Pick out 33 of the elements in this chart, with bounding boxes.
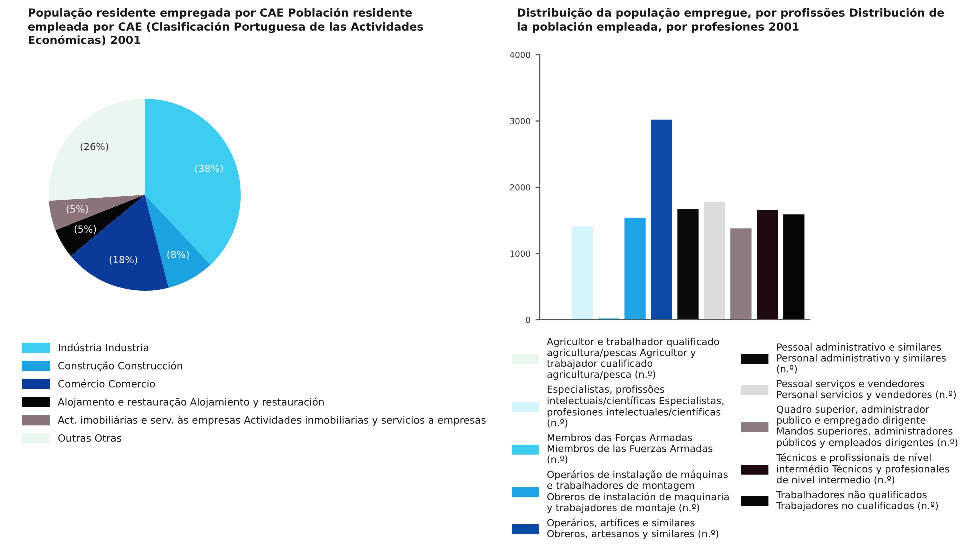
pie-slice: [145, 195, 211, 288]
legend-label: Indústria Industria: [58, 344, 149, 352]
pie-slice: [49, 99, 145, 202]
chart-title: Distribuição da população empregue, por profissões Distribución de la población empleada, por profesiones 2001: [518, 8, 944, 34]
legend-label: Operários, artífices e similares Obreros, artesanos y similares (n.º): [548, 518, 719, 540]
data-label: (5%): [66, 205, 88, 214]
y-tick-label: 3000: [510, 118, 530, 125]
data-label: (38%): [196, 164, 224, 174]
y-tick-label: 1000: [510, 250, 530, 258]
legend-label: Pessoal administrativo e similares Personal administrativo y similares (n.º): [777, 343, 946, 374]
legend-label: Pessoal serviços e vendedores Personal servicios y vendedores (n.º): [777, 380, 956, 400]
legend-label: Quadro superior, administrador publico e empregado dirigente Mandos superiores, administradores públicos y empleados dirigentes (n.º): [777, 406, 958, 448]
legend-label: Técnicos e profissionais de nível intermédio Técnicos y profesionales de nivel intermedio (n.º): [776, 454, 950, 485]
data-label: (8%): [168, 250, 189, 260]
data-label: (26%): [80, 142, 108, 152]
legend-label: Especialistas, profissões intelectuais/científicas Especialistas, profesiones intelectuales/científicas (n.º): [548, 385, 724, 428]
pie-slice: [145, 99, 241, 265]
legend-label: Construção Construcción: [58, 362, 182, 372]
y-tick-label: 2000: [510, 184, 530, 191]
data-label: (5%): [74, 225, 96, 234]
legend-label: Comércio Comercio: [58, 380, 156, 388]
chart-title: População residente empregada por CAE Población residente empleada por CAE (Clasificación Portuguesa de las Actividades Económicas) 2001: [28, 8, 424, 46]
legend-label: Act. imobiliárias e serv. às empresas Actividades inmobiliarias y servicios a empresas: [58, 416, 486, 426]
legend-label: Operários de instalação de máquinas e trabalhadores de montagem Obreros de instalación de maquinaria y trabajadores de montaje (n.º): [547, 470, 729, 514]
y-tick-label: 4000: [510, 52, 530, 58]
y-tick-label: 0: [526, 316, 530, 324]
legend-label: Trabalhadores não qualificados Trabajadores no cualificados (n.º): [776, 490, 938, 512]
legend-label: Membros das Forças Armadas Miembros de las Fuerzas Armadas (n.º): [548, 434, 713, 464]
legend-label: Agricultor e trabalhador qualificado agricultura/pescas Agricultor y trabajador cualificado agricultura/pesca (n.º): [547, 338, 720, 380]
legend-label: Outras Otras: [58, 434, 122, 442]
pie-slice: [56, 195, 145, 256]
data-label: (18%): [110, 256, 138, 265]
legend-label: Alojamento e restauração Alojamiento y restauración: [58, 398, 324, 408]
